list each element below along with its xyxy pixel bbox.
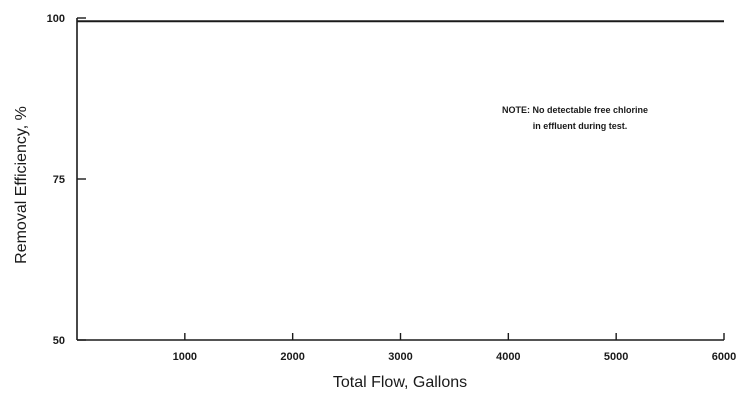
x-tick-label: 2000	[280, 351, 304, 363]
y-axis-title: Removal Efficiency, %	[13, 106, 30, 264]
x-tick-label: 4000	[496, 351, 520, 363]
axes	[76, 18, 724, 341]
x-axis-title: Total Flow, Gallons	[333, 374, 467, 391]
note-line-2: in effluent during test.	[533, 121, 628, 131]
y-ticks: 50 75 100	[47, 13, 86, 347]
y-tick-label: 100	[47, 13, 65, 25]
x-tick-label: 5000	[604, 351, 628, 363]
y-tick-label: 50	[53, 335, 65, 347]
y-tick-label: 75	[53, 174, 65, 186]
x-tick-label: 6000	[712, 351, 736, 363]
note-line-1: NOTE: No detectable free chlorine	[502, 105, 648, 115]
x-tick-label: 3000	[388, 351, 412, 363]
x-tick-label: 1000	[173, 351, 197, 363]
x-ticks: 1000 2000 3000 4000 5000 6000	[173, 333, 736, 363]
